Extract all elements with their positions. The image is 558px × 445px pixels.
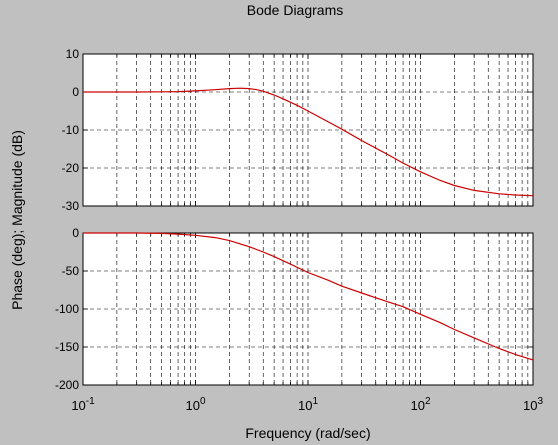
phase-x-ticks — [82, 233, 529, 385]
phase-y-tick-label: -50 — [62, 264, 80, 278]
phase-series-line — [83, 232, 534, 361]
x-axis-label: Frequency (rad/sec) — [245, 425, 370, 441]
magnitude-series-line — [83, 87, 534, 197]
magnitude-y-ticks: 10 0 -10 -20 -30 — [62, 47, 533, 213]
x-tick-label: 103 — [523, 396, 543, 413]
phase-y-ticks: 0 -50 -100 -150 -200 — [55, 226, 533, 392]
magnitude-y-tick-label: -10 — [62, 123, 80, 137]
x-tick-label: 102 — [410, 396, 430, 413]
magnitude-y-tick-label: 10 — [66, 47, 80, 61]
magnitude-x-ticks — [82, 54, 529, 206]
magnitude-y-tick-label: -20 — [62, 161, 80, 175]
magnitude-grid — [83, 54, 533, 206]
phase-panel: 0 -50 -100 -150 -200 — [55, 226, 534, 392]
phase-y-tick-label: -100 — [55, 302, 79, 316]
x-tick-labels: 10-1 100 101 102 103 — [71, 396, 543, 413]
chart-title: Bode Diagrams — [247, 2, 344, 18]
y-axis-label: Phase (deg); Magnitude (dB) — [9, 130, 25, 310]
phase-y-tick-label: 0 — [72, 226, 79, 240]
magnitude-y-tick-label: 0 — [72, 85, 79, 99]
x-tick-label: 10-1 — [71, 396, 95, 413]
phase-y-tick-label: -150 — [55, 340, 79, 354]
phase-y-tick-label: -200 — [55, 378, 79, 392]
phase-grid — [83, 233, 533, 385]
x-tick-label: 100 — [185, 396, 205, 413]
magnitude-panel: 10 0 -10 -20 -30 — [62, 47, 534, 213]
x-tick-label: 101 — [298, 396, 318, 413]
magnitude-y-tick-label: -30 — [62, 199, 80, 213]
